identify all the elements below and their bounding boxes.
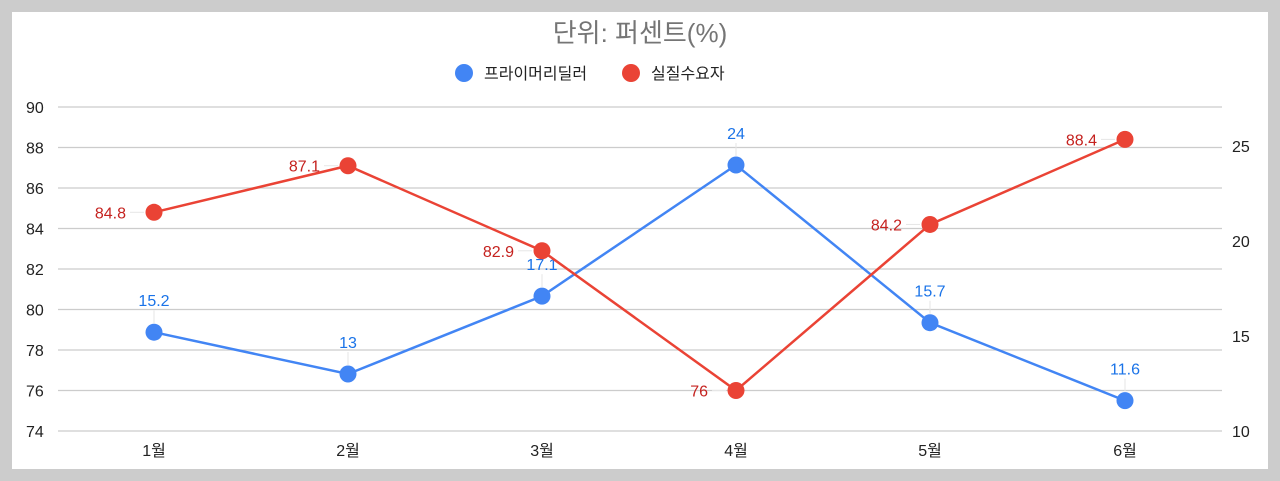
left-tick-label: 78 (26, 343, 44, 360)
right-tick-label: 10 (1232, 424, 1250, 441)
series-line (153, 163, 1126, 402)
data-label: 76 (690, 384, 708, 401)
left-tick-label: 82 (26, 262, 44, 279)
x-tick-label: 6월 (1113, 442, 1137, 460)
data-point[interactable] (339, 365, 357, 383)
series-primary-dealer: 15.2 13 17.1 24 15.7 11.6 (138, 126, 1140, 410)
left-tick-label: 76 (26, 384, 44, 401)
chart-title: 단위: 퍼센트(%) (553, 18, 727, 48)
left-tick-label: 84 (26, 222, 44, 239)
right-tick-label: 25 (1232, 139, 1250, 156)
data-point[interactable] (1116, 392, 1134, 410)
x-axis: 1월 2월 3월 4월 5월 6월 (142, 442, 1137, 460)
legend-label: 프라이머리딜러 (484, 65, 587, 83)
left-tick-label: 86 (26, 181, 44, 198)
series-real-demand: 84.8 87.1 82.9 76 84.2 88.4 (95, 130, 1134, 401)
x-tick-label: 1월 (142, 442, 166, 460)
data-point[interactable] (533, 287, 551, 305)
legend-dot-icon (455, 64, 473, 82)
left-axis: 90 88 86 84 82 80 78 76 74 (26, 100, 44, 441)
data-point[interactable] (145, 203, 163, 221)
legend-item-real-demand[interactable]: 실질수요자 (622, 64, 725, 83)
data-label: 15.2 (138, 293, 169, 310)
data-label: 84.2 (871, 217, 902, 234)
right-tick-label: 15 (1232, 329, 1250, 346)
left-tick-label: 74 (26, 424, 44, 441)
data-point[interactable] (921, 215, 939, 233)
data-point[interactable] (533, 242, 551, 260)
x-tick-label: 4월 (724, 442, 748, 460)
left-tick-label: 88 (26, 141, 44, 158)
data-label: 82.9 (483, 244, 514, 261)
data-point[interactable] (727, 382, 745, 399)
data-label: 88.4 (1066, 132, 1097, 149)
chart-card (12, 12, 1268, 469)
data-label: 11.6 (1110, 362, 1140, 379)
data-label: 24 (727, 126, 745, 143)
gridlines (58, 106, 1222, 432)
data-label: 13 (339, 335, 357, 352)
data-point[interactable] (921, 314, 939, 332)
legend-dot-icon (622, 64, 640, 82)
x-tick-label: 2월 (336, 442, 360, 460)
left-tick-label: 80 (26, 303, 44, 320)
right-axis: 25 20 15 10 (1232, 139, 1250, 441)
data-point[interactable] (1116, 130, 1134, 148)
data-label: 15.7 (914, 284, 945, 301)
series-group: 15.2 13 17.1 24 15.7 11.6 84.8 87.1 82.9 76 84.2 88… (95, 126, 1140, 410)
x-tick-label: 5월 (918, 442, 942, 460)
data-point[interactable] (727, 156, 745, 174)
data-point[interactable] (145, 323, 163, 341)
data-label: 17.1 (526, 257, 557, 274)
data-point[interactable] (339, 157, 357, 175)
right-tick-label: 20 (1232, 234, 1250, 251)
legend: 프라이머리딜러 실질수요자 (455, 64, 725, 83)
data-label: 84.8 (95, 205, 126, 222)
left-tick-label: 90 (26, 100, 44, 117)
x-tick-label: 3월 (530, 442, 554, 460)
legend-item-primary-dealer[interactable]: 프라이머리딜러 (455, 64, 587, 83)
series-line (153, 138, 1126, 393)
legend-label: 실질수요자 (651, 65, 725, 83)
data-label: 87.1 (289, 159, 320, 176)
